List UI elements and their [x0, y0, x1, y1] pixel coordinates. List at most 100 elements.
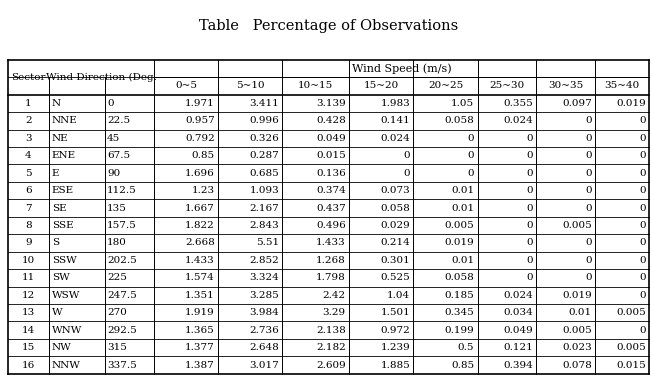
Text: 10: 10	[22, 256, 35, 265]
Text: 0.957: 0.957	[185, 116, 215, 125]
Text: 0: 0	[640, 169, 646, 178]
Text: 0: 0	[640, 134, 646, 143]
Text: 0.685: 0.685	[249, 169, 279, 178]
Text: 0.073: 0.073	[381, 186, 410, 195]
Text: 7: 7	[25, 204, 31, 213]
Text: 0: 0	[526, 238, 533, 247]
Text: NNW: NNW	[52, 361, 81, 370]
Text: 0: 0	[585, 169, 592, 178]
Text: 0.005: 0.005	[445, 221, 474, 230]
Text: 0: 0	[526, 204, 533, 213]
Text: 0: 0	[404, 169, 410, 178]
Text: S: S	[52, 238, 59, 247]
Text: 1.667: 1.667	[185, 204, 215, 213]
Text: 0: 0	[526, 169, 533, 178]
Text: 0.394: 0.394	[504, 361, 533, 370]
Text: 0.005: 0.005	[562, 221, 592, 230]
Text: 0.049: 0.049	[316, 134, 346, 143]
Text: 225: 225	[107, 273, 127, 282]
Text: 12: 12	[22, 291, 35, 300]
Text: SW: SW	[52, 273, 70, 282]
Text: 0: 0	[468, 169, 474, 178]
Text: 1.05: 1.05	[451, 99, 474, 108]
Text: 0.141: 0.141	[381, 116, 410, 125]
Text: 0: 0	[640, 186, 646, 195]
Text: 1.696: 1.696	[185, 169, 215, 178]
Text: 0.525: 0.525	[381, 273, 410, 282]
Text: E: E	[52, 169, 60, 178]
Text: 1.387: 1.387	[185, 361, 215, 370]
Text: 0.185: 0.185	[445, 291, 474, 300]
Text: 0.005: 0.005	[616, 308, 646, 317]
Text: 0.024: 0.024	[504, 116, 533, 125]
Text: 0.005: 0.005	[562, 326, 592, 335]
Text: 1.798: 1.798	[316, 273, 346, 282]
Text: 0.049: 0.049	[504, 326, 533, 335]
Text: 247.5: 247.5	[107, 291, 137, 300]
Text: 112.5: 112.5	[107, 186, 137, 195]
Text: 8: 8	[25, 221, 31, 230]
Text: 0.029: 0.029	[381, 221, 410, 230]
Text: 2.42: 2.42	[322, 291, 346, 300]
Text: 0: 0	[585, 116, 592, 125]
Text: 0: 0	[526, 186, 533, 195]
Text: 0.005: 0.005	[616, 343, 646, 352]
Text: SSW: SSW	[52, 256, 77, 265]
Text: 0: 0	[468, 134, 474, 143]
Text: 0: 0	[468, 151, 474, 160]
Text: 0.792: 0.792	[185, 134, 215, 143]
Text: 292.5: 292.5	[107, 326, 137, 335]
Text: 0.058: 0.058	[381, 204, 410, 213]
Text: 13: 13	[22, 308, 35, 317]
Text: 0.019: 0.019	[445, 238, 474, 247]
Text: 3.984: 3.984	[249, 308, 279, 317]
Text: 337.5: 337.5	[107, 361, 137, 370]
Text: 135: 135	[107, 204, 127, 213]
Text: 0.287: 0.287	[249, 151, 279, 160]
Text: 3.139: 3.139	[316, 99, 346, 108]
Text: 45: 45	[107, 134, 120, 143]
Text: 2.852: 2.852	[249, 256, 279, 265]
Text: 315: 315	[107, 343, 127, 352]
Text: 0: 0	[404, 151, 410, 160]
Text: 1.04: 1.04	[387, 291, 410, 300]
Text: 1.377: 1.377	[185, 343, 215, 352]
Text: 0.019: 0.019	[616, 99, 646, 108]
Text: 0: 0	[526, 134, 533, 143]
Text: ENE: ENE	[52, 151, 76, 160]
Text: 2.609: 2.609	[316, 361, 346, 370]
Text: 25~30: 25~30	[489, 81, 525, 90]
Text: 1.822: 1.822	[185, 221, 215, 230]
Text: 30~35: 30~35	[548, 81, 583, 90]
Text: 0: 0	[585, 204, 592, 213]
Text: 10~15: 10~15	[298, 81, 334, 90]
Text: 11: 11	[22, 273, 35, 282]
Text: 1.919: 1.919	[185, 308, 215, 317]
Text: 3.29: 3.29	[322, 308, 346, 317]
Text: 4: 4	[25, 151, 31, 160]
Text: 0.01: 0.01	[451, 204, 474, 213]
Text: 0: 0	[526, 273, 533, 282]
Text: SSE: SSE	[52, 221, 73, 230]
Text: 2.182: 2.182	[316, 343, 346, 352]
Text: 157.5: 157.5	[107, 221, 137, 230]
Text: SE: SE	[52, 204, 67, 213]
Text: 6: 6	[25, 186, 31, 195]
Text: 0: 0	[585, 273, 592, 282]
Text: 0.355: 0.355	[504, 99, 533, 108]
Text: 1: 1	[25, 99, 31, 108]
Text: 0.345: 0.345	[445, 308, 474, 317]
Text: 0: 0	[640, 291, 646, 300]
Text: W: W	[52, 308, 63, 317]
Text: 1.433: 1.433	[316, 238, 346, 247]
Text: 0.024: 0.024	[504, 291, 533, 300]
Text: 0: 0	[640, 221, 646, 230]
Text: 3.017: 3.017	[249, 361, 279, 370]
Text: 270: 270	[107, 308, 127, 317]
Text: N: N	[52, 99, 61, 108]
Text: 0.214: 0.214	[381, 238, 410, 247]
Text: 14: 14	[22, 326, 35, 335]
Text: 1.885: 1.885	[381, 361, 410, 370]
Text: 1.268: 1.268	[316, 256, 346, 265]
Text: 202.5: 202.5	[107, 256, 137, 265]
